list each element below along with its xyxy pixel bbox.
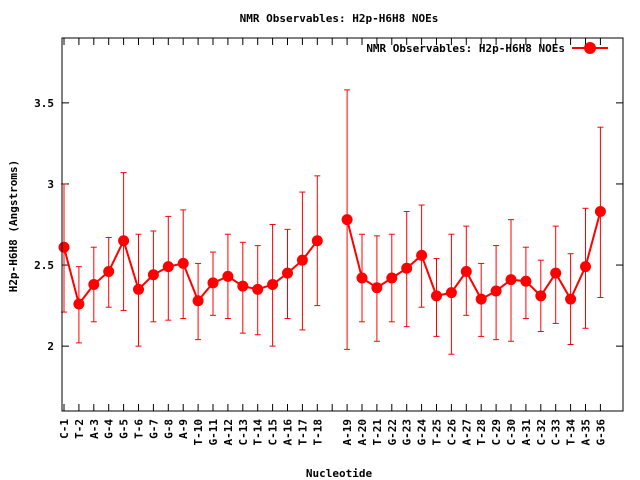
- data-point: [267, 279, 279, 291]
- x-tick-label: G-4: [103, 419, 116, 439]
- data-point: [88, 279, 100, 291]
- data-point: [550, 267, 562, 279]
- data-point: [505, 274, 517, 286]
- x-tick-label: C-15: [267, 419, 280, 446]
- data-point: [222, 270, 234, 282]
- x-tick-label: T-34: [565, 419, 578, 446]
- x-tick-label: C-30: [505, 419, 518, 446]
- data-point: [296, 254, 308, 266]
- y-axis-label: H2p-H6H8 (Angstroms): [7, 160, 20, 292]
- x-tick-label: T-28: [475, 419, 488, 446]
- x-tick-label: G-8: [162, 419, 175, 439]
- data-point: [445, 287, 457, 299]
- data-point: [535, 290, 547, 302]
- data-point: [177, 257, 189, 269]
- x-tick-label: C-32: [535, 419, 548, 446]
- x-tick-label: T-17: [296, 419, 309, 446]
- x-tick-label: A-19: [341, 419, 354, 446]
- series-line: [346, 211, 602, 302]
- data-point: [252, 283, 264, 295]
- data-point: [237, 280, 249, 292]
- x-tick-label: G-5: [118, 419, 131, 439]
- x-tick-label: A-31: [520, 419, 533, 446]
- x-tick-label: G-23: [401, 419, 414, 446]
- x-tick-label: C-33: [550, 419, 563, 446]
- data-point: [594, 206, 606, 218]
- x-tick-label: T-10: [192, 419, 205, 446]
- x-tick-label: T-18: [311, 419, 324, 446]
- x-tick-label: A-35: [580, 419, 593, 446]
- x-tick-label: G-36: [594, 419, 607, 446]
- x-tick-label: C-13: [237, 419, 250, 446]
- data-point: [192, 295, 204, 307]
- legend-label: NMR Observables: H2p-H6H8 NOEs: [366, 42, 565, 55]
- x-tick-label: C-29: [490, 419, 503, 446]
- data-point: [118, 235, 130, 247]
- x-tick-label: C-26: [445, 419, 458, 446]
- data-point: [207, 277, 219, 289]
- data-point: [580, 261, 591, 273]
- x-tick-label: A-12: [222, 419, 235, 446]
- data-point: [401, 262, 413, 274]
- legend-swatch-marker: [584, 42, 596, 54]
- x-tick-label: A-16: [282, 419, 295, 446]
- data-point: [490, 285, 502, 297]
- x-tick-label: C-1: [58, 419, 71, 439]
- data-point: [73, 298, 85, 310]
- data-point: [341, 214, 353, 226]
- data-point: [356, 272, 368, 284]
- x-tick-label: A-9: [177, 419, 190, 439]
- data-point: [371, 282, 383, 294]
- y-tick-label: 3: [47, 178, 54, 191]
- data-point: [431, 290, 442, 302]
- data-point: [311, 235, 323, 247]
- x-tick-label: G-11: [207, 419, 220, 446]
- x-axis-label: Nucleotide: [306, 467, 373, 480]
- x-tick-label: G-24: [416, 419, 429, 446]
- y-tick-label: 2.5: [34, 259, 54, 272]
- data-point: [386, 272, 398, 284]
- legend: NMR Observables: H2p-H6H8 NOEs: [366, 42, 608, 55]
- data-point: [520, 275, 532, 287]
- x-tick-label: A-3: [88, 419, 101, 439]
- x-tick-label: T-2: [73, 419, 86, 439]
- y-tick-label: 2: [47, 340, 54, 353]
- chart-title: NMR Observables: H2p-H6H8 NOEs: [240, 12, 439, 25]
- data-point: [147, 269, 159, 281]
- data-point: [565, 293, 577, 305]
- x-tick-label: T-25: [431, 419, 444, 446]
- data-point: [58, 241, 70, 253]
- x-tick-label: T-6: [133, 419, 146, 439]
- x-tick-label: T-21: [371, 419, 384, 446]
- data-point: [475, 293, 487, 305]
- data-point: [416, 249, 428, 261]
- data-point: [103, 266, 115, 278]
- x-tick-label: G-22: [386, 419, 399, 446]
- y-tick-label: 3.5: [34, 97, 54, 110]
- data-point: [162, 261, 174, 273]
- data-point: [460, 266, 472, 278]
- x-tick-label: G-7: [147, 419, 160, 439]
- x-tick-label: T-14: [252, 419, 265, 446]
- data-point: [133, 283, 144, 295]
- series-line: [63, 237, 319, 307]
- data-point: [282, 267, 293, 279]
- x-tick-label: A-20: [356, 419, 369, 446]
- x-tick-label: A-27: [460, 419, 473, 446]
- plot-frame: [61, 37, 624, 412]
